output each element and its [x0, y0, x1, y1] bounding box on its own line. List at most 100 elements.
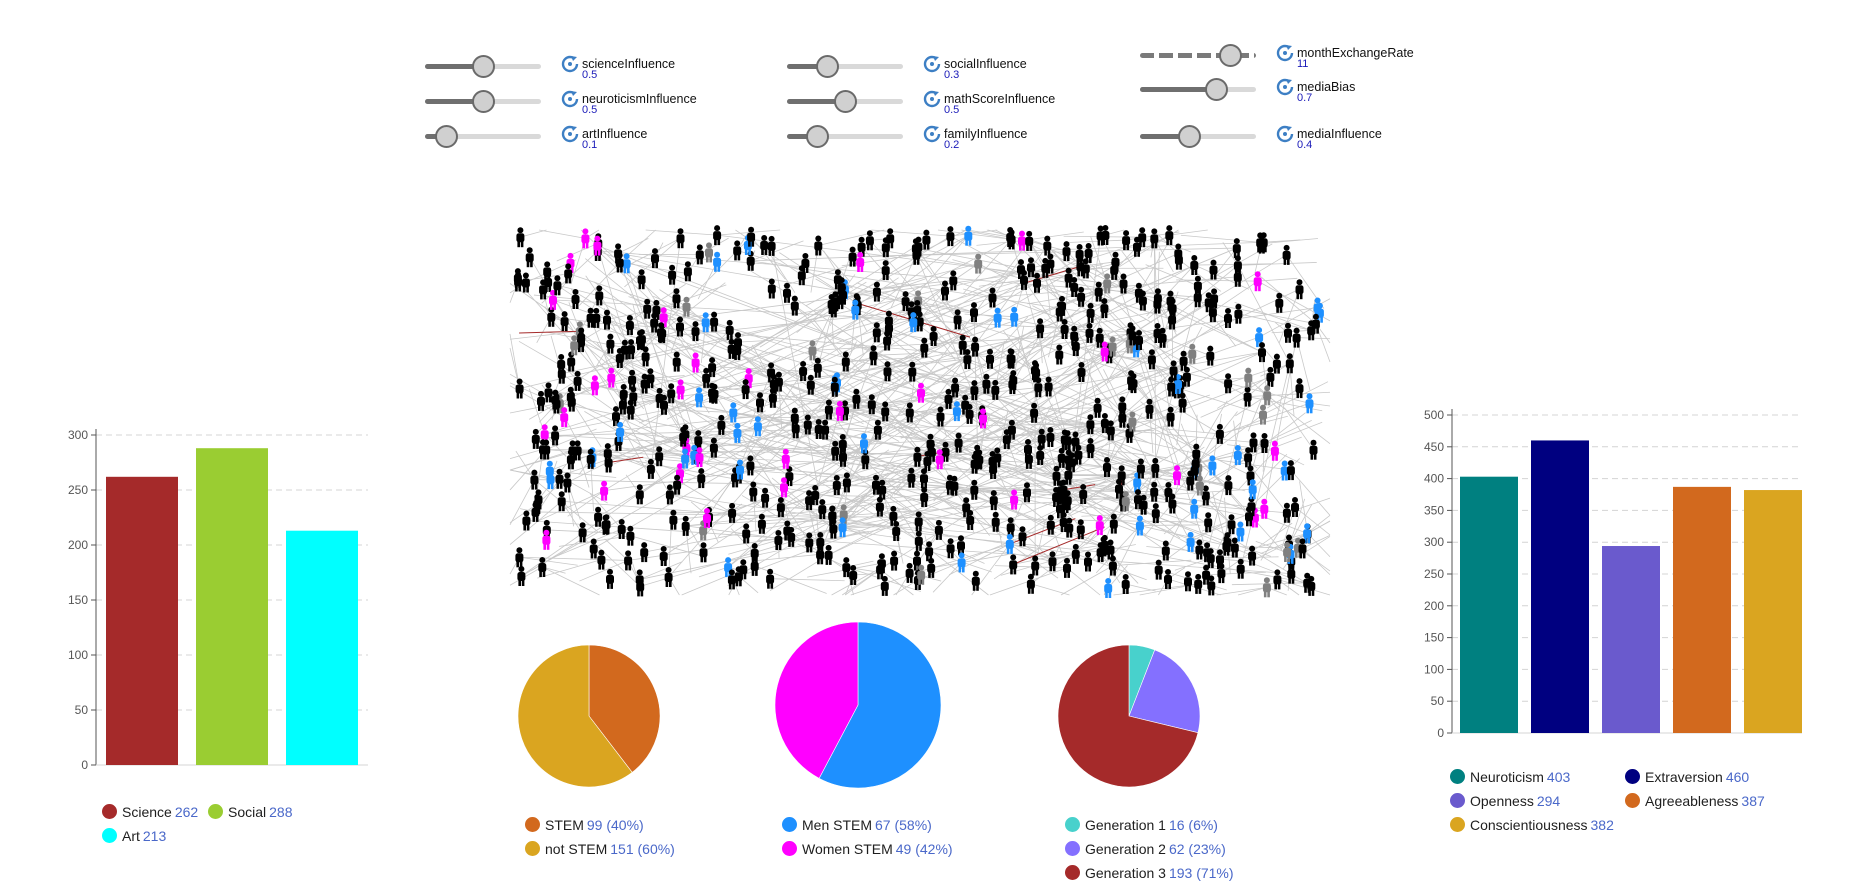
person-icon[interactable]	[733, 340, 742, 361]
person-icon[interactable]	[1010, 489, 1019, 510]
person-icon[interactable]	[1282, 502, 1291, 523]
person-icon[interactable]	[1044, 376, 1053, 397]
person-icon[interactable]	[1285, 353, 1294, 374]
person-icon[interactable]	[1263, 385, 1272, 406]
person-icon[interactable]	[695, 387, 704, 408]
person-icon[interactable]	[592, 307, 601, 328]
person-icon[interactable]	[1133, 236, 1141, 257]
person-icon[interactable]	[1206, 548, 1215, 569]
person-icon[interactable]	[1115, 478, 1123, 499]
person-icon[interactable]	[1106, 539, 1115, 560]
person-icon[interactable]	[1253, 271, 1262, 292]
person-icon[interactable]	[750, 543, 759, 563]
person-icon[interactable]	[753, 416, 762, 437]
person-icon[interactable]	[970, 479, 979, 500]
person-icon[interactable]	[1275, 292, 1284, 313]
person-icon[interactable]	[1190, 498, 1199, 519]
bar-conscientiousness[interactable]	[1744, 490, 1802, 733]
person-icon[interactable]	[989, 490, 998, 511]
person-icon[interactable]	[848, 246, 857, 267]
person-icon[interactable]	[702, 367, 711, 388]
person-icon[interactable]	[917, 564, 926, 585]
person-icon[interactable]	[1009, 370, 1018, 391]
person-icon[interactable]	[589, 538, 598, 559]
person-icon[interactable]	[578, 522, 587, 543]
person-icon[interactable]	[1064, 267, 1073, 288]
person-icon[interactable]	[643, 298, 652, 319]
person-icon[interactable]	[733, 240, 742, 261]
person-icon[interactable]	[1100, 341, 1109, 362]
person-icon[interactable]	[1158, 327, 1167, 348]
person-icon[interactable]	[797, 265, 806, 286]
person-icon[interactable]	[1186, 470, 1195, 491]
person-icon[interactable]	[961, 394, 970, 415]
person-icon[interactable]	[1259, 404, 1267, 425]
person-icon[interactable]	[1174, 249, 1183, 270]
person-icon[interactable]	[710, 383, 719, 404]
person-icon[interactable]	[1303, 572, 1312, 593]
slider-handle[interactable]	[1205, 78, 1229, 101]
person-icon[interactable]	[830, 376, 839, 397]
person-icon[interactable]	[970, 302, 978, 323]
person-icon[interactable]	[1164, 569, 1172, 589]
person-icon[interactable]	[993, 307, 1002, 328]
person-icon[interactable]	[806, 374, 815, 395]
person-icon[interactable]	[908, 361, 917, 382]
person-icon[interactable]	[1303, 523, 1312, 544]
person-icon[interactable]	[1150, 228, 1159, 249]
slider-familyInfluence[interactable]: familyInfluence 0.2	[787, 123, 1087, 153]
person-icon[interactable]	[1227, 514, 1236, 535]
person-icon[interactable]	[1127, 370, 1136, 391]
legend-item[interactable]: Generation 1 16 (6%)	[1065, 815, 1218, 835]
person-icon[interactable]	[1046, 427, 1055, 447]
slider-neuroticismInfluence[interactable]: neuroticismInfluence 0.5	[425, 88, 725, 118]
person-icon[interactable]	[1094, 281, 1103, 302]
person-icon[interactable]	[672, 288, 681, 309]
person-icon[interactable]	[1135, 515, 1144, 536]
person-icon[interactable]	[1077, 286, 1086, 307]
person-icon[interactable]	[1204, 512, 1213, 533]
person-icon[interactable]	[1084, 551, 1092, 572]
person-icon[interactable]	[935, 449, 944, 470]
person-icon[interactable]	[1043, 235, 1052, 256]
person-icon[interactable]	[1209, 259, 1218, 280]
person-icon[interactable]	[679, 426, 688, 447]
person-icon[interactable]	[811, 485, 820, 505]
person-icon[interactable]	[927, 557, 936, 578]
person-icon[interactable]	[703, 508, 711, 528]
person-icon[interactable]	[1309, 439, 1318, 460]
person-icon[interactable]	[838, 434, 847, 454]
person-icon[interactable]	[1248, 479, 1257, 500]
person-icon[interactable]	[628, 369, 637, 390]
person-icon[interactable]	[1236, 521, 1245, 542]
person-icon[interactable]	[1224, 308, 1232, 328]
person-icon[interactable]	[1138, 227, 1147, 248]
person-icon[interactable]	[557, 363, 566, 384]
person-icon[interactable]	[1236, 558, 1245, 579]
person-icon[interactable]	[774, 371, 783, 392]
person-icon[interactable]	[821, 419, 830, 440]
person-icon[interactable]	[641, 346, 650, 367]
legend-item[interactable]: STEM 99 (40%)	[525, 815, 644, 835]
person-icon[interactable]	[905, 402, 914, 423]
person-icon[interactable]	[892, 521, 901, 541]
person-icon[interactable]	[982, 373, 991, 394]
person-icon[interactable]	[838, 517, 847, 538]
person-icon[interactable]	[774, 530, 783, 550]
legend-item[interactable]: Generation 3 193 (71%)	[1065, 863, 1234, 883]
person-icon[interactable]	[1103, 273, 1112, 294]
person-icon[interactable]	[1186, 531, 1195, 552]
slider-monthExchangeRate[interactable]: monthExchangeRate 11	[1140, 42, 1440, 72]
person-icon[interactable]	[617, 519, 626, 539]
person-icon[interactable]	[657, 322, 665, 343]
legend-item[interactable]: Extraversion 460	[1625, 767, 1749, 787]
pie-slice-generation-3[interactable]	[1057, 644, 1199, 788]
person-icon[interactable]	[988, 287, 997, 308]
person-icon[interactable]	[756, 392, 764, 413]
person-icon[interactable]	[988, 451, 997, 471]
person-icon[interactable]	[1086, 438, 1095, 458]
person-icon[interactable]	[739, 559, 748, 580]
legend-item[interactable]: Agreeableness 387	[1625, 791, 1765, 811]
legend-item[interactable]: Women STEM 49 (42%)	[782, 839, 953, 859]
person-icon[interactable]	[1165, 225, 1174, 246]
